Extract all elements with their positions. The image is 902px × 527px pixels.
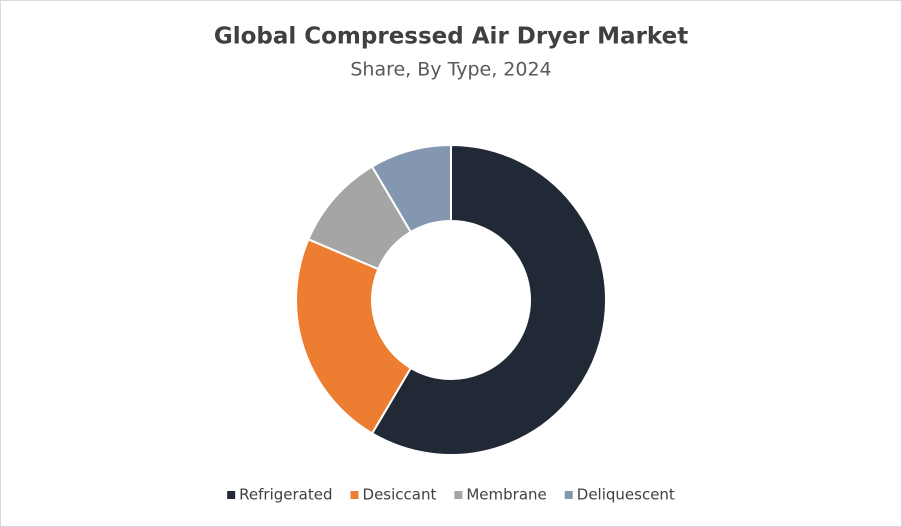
legend-label: Membrane [466,486,546,504]
legend-swatch [564,491,573,499]
chart-title: Global Compressed Air Dryer Market [214,24,688,50]
donut-slice [370,143,607,456]
donut-slice [370,143,452,234]
chart-subtitle: Share, By Type, 2024 [350,59,551,81]
legend-swatch [350,491,359,499]
legend-label: Desiccant [363,486,437,504]
donut-slice [295,238,413,435]
legend-label: Deliquescent [577,486,675,504]
legend-swatch [227,491,236,499]
legend-label: Refrigerated [239,486,332,504]
legend-swatch [454,491,463,499]
